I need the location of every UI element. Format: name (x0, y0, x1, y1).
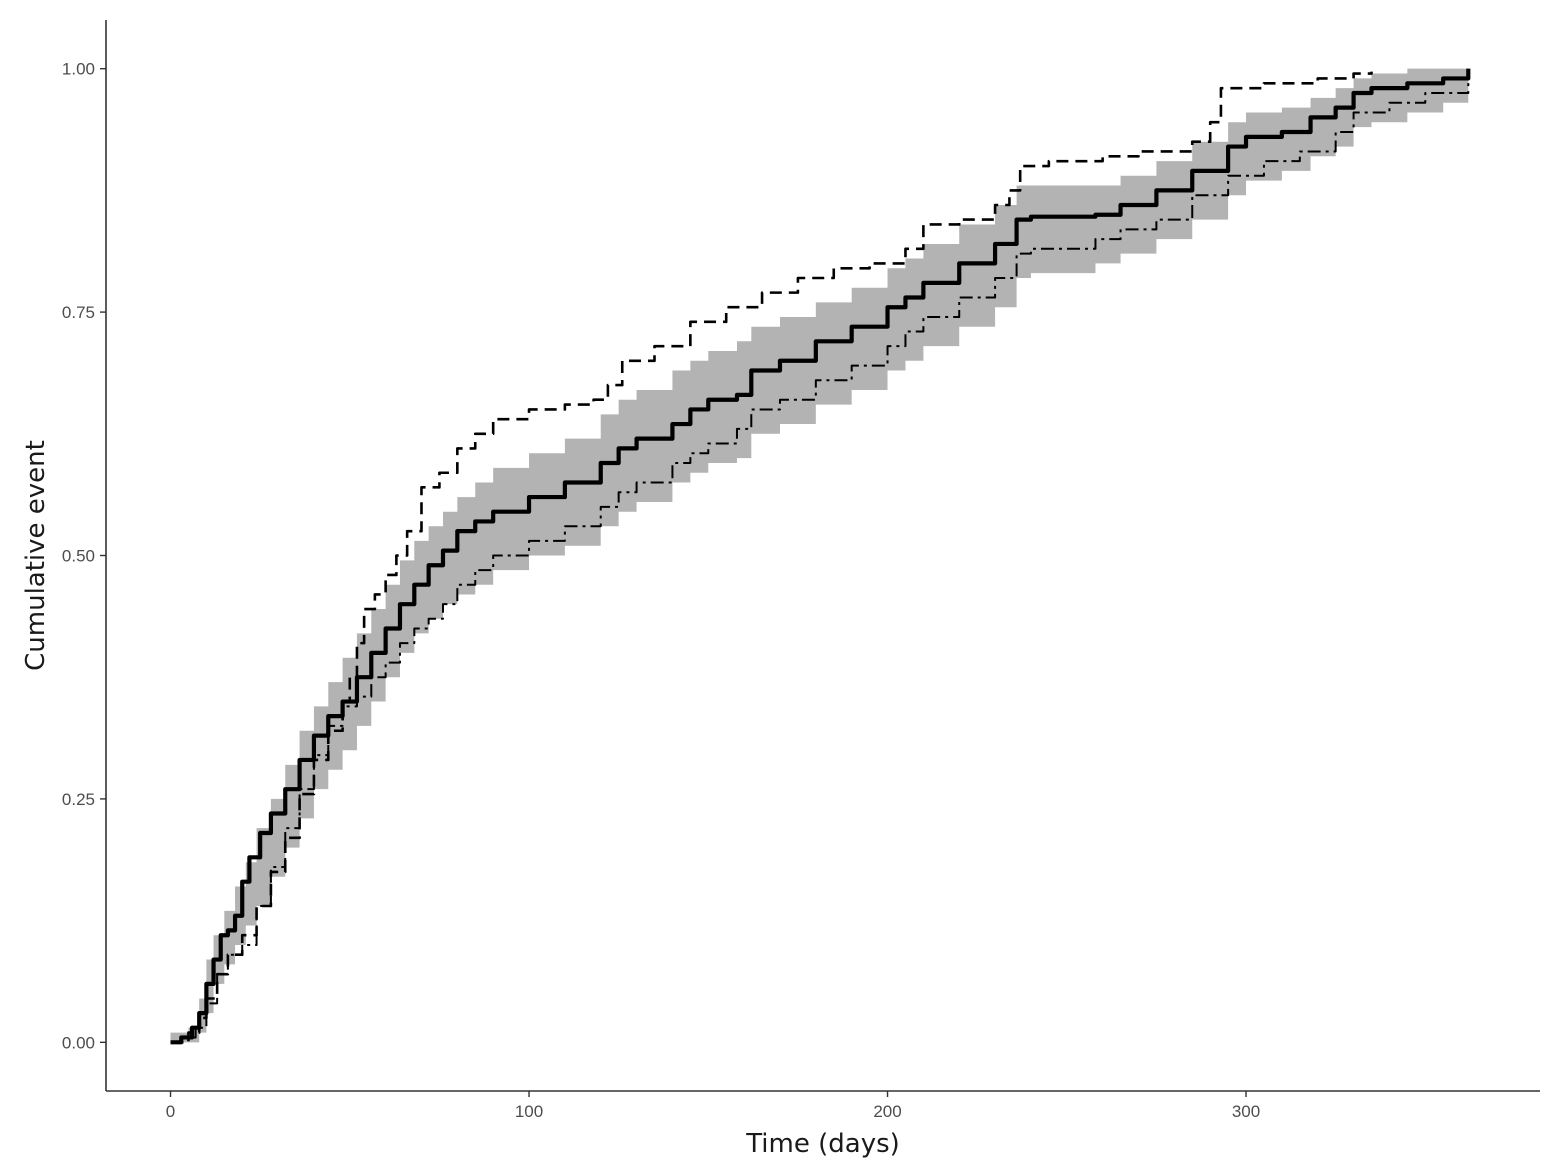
confidence-band (170, 68, 1469, 1043)
series-layer (170, 68, 1471, 1045)
x-tick-label: 200 (873, 1102, 901, 1121)
y-tick-label: 0.00 (62, 1033, 95, 1052)
x-tick-label: 0 (166, 1102, 175, 1121)
series-line-dashed (170, 71, 1373, 1044)
y-tick-label: 0.25 (62, 790, 95, 809)
ticks-layer: 0 100 200 300 0.00 0.25 0.50 0.75 1.00 (62, 60, 1260, 1121)
confidence-band-layer (170, 68, 1469, 1043)
y-tick-label: 0.75 (62, 303, 95, 322)
axes-layer (105, 20, 1540, 1092)
series-line-solid (170, 68, 1471, 1045)
y-tick-label: 1.00 (62, 60, 95, 79)
y-tick-label: 0.50 (62, 547, 95, 566)
x-axis-title: Time (days) (745, 1129, 900, 1159)
series-line-dash-dot (170, 78, 1470, 1044)
y-axis-title: Cumulative event (21, 440, 51, 671)
x-tick-label: 300 (1232, 1102, 1260, 1121)
x-tick-label: 100 (515, 1102, 543, 1121)
